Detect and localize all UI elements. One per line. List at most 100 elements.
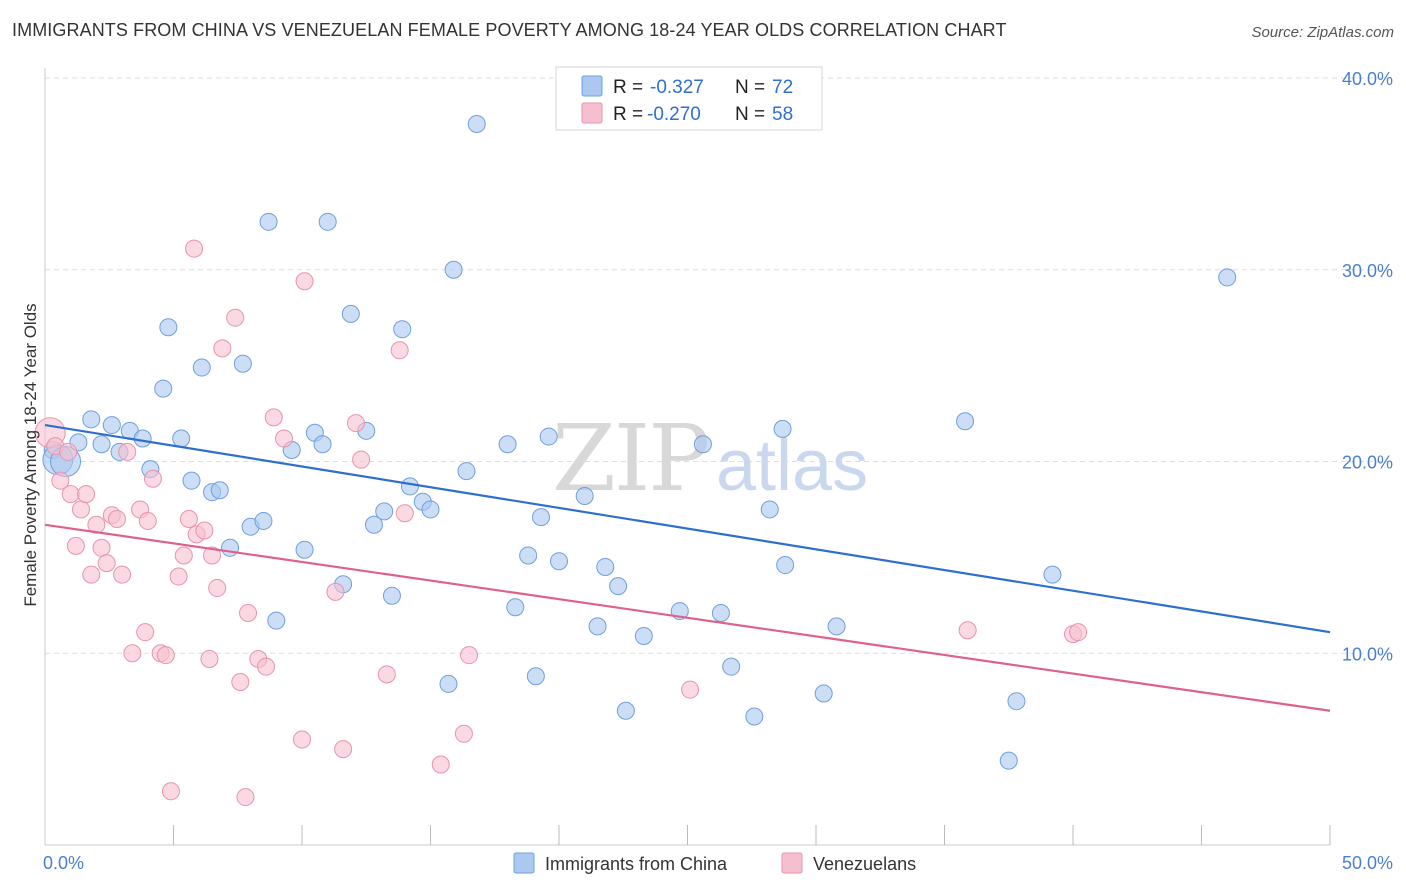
- point-venezuelans: [460, 646, 479, 665]
- trend-lines: [44, 423, 1331, 712]
- source-credit: Source: ZipAtlas.com: [1251, 24, 1394, 41]
- point-china: [313, 435, 332, 454]
- point-china: [102, 416, 121, 435]
- point-venezuelans: [257, 657, 276, 676]
- point-venezuelans: [275, 429, 294, 448]
- point-venezuelans: [113, 565, 132, 584]
- point-china: [421, 500, 440, 519]
- point-venezuelans: [390, 341, 409, 360]
- trend-line-china: [44, 423, 1331, 634]
- point-venezuelans: [61, 485, 80, 504]
- point-venezuelans: [295, 272, 314, 291]
- series-legend: Immigrants from China Venezuelans: [513, 852, 916, 874]
- point-china: [439, 674, 458, 693]
- point-china: [999, 751, 1018, 770]
- legend-swatch-china: [581, 75, 603, 97]
- point-china: [519, 546, 538, 565]
- point-china: [498, 435, 517, 454]
- watermark-atlas: atlas: [716, 426, 868, 506]
- point-venezuelans: [66, 536, 85, 555]
- point-china: [254, 511, 273, 530]
- point-china: [382, 586, 401, 605]
- point-venezuelans: [71, 500, 90, 519]
- point-venezuelans: [195, 521, 214, 540]
- point-venezuelans: [203, 546, 222, 565]
- point-venezuelans: [208, 579, 227, 598]
- point-china: [295, 540, 314, 559]
- point-china: [773, 419, 792, 438]
- legend-swatch-venezuelans: [581, 102, 603, 124]
- point-venezuelans: [213, 339, 232, 358]
- point-venezuelans: [82, 565, 101, 584]
- point-venezuelans: [236, 788, 255, 807]
- point-venezuelans: [77, 485, 96, 504]
- x-tick-label: 50.0%: [1342, 853, 1393, 873]
- point-venezuelans: [231, 673, 250, 692]
- point-china: [776, 556, 795, 575]
- point-venezuelans: [958, 621, 977, 640]
- legend-r-label-china: R =: [613, 77, 643, 98]
- point-china: [506, 598, 525, 617]
- point-venezuelans: [346, 414, 365, 433]
- point-venezuelans: [169, 567, 188, 586]
- point-china: [133, 429, 152, 448]
- point-venezuelans: [59, 442, 78, 461]
- watermark-zip: ZIP: [552, 405, 708, 512]
- point-venezuelans: [123, 644, 142, 663]
- point-venezuelans: [264, 408, 283, 427]
- bottom-legend-label-venezuelans: Venezuelans: [813, 854, 916, 874]
- point-china: [596, 557, 615, 576]
- point-china: [259, 212, 278, 231]
- point-venezuelans: [179, 510, 198, 529]
- point-china: [609, 577, 628, 596]
- point-venezuelans: [454, 724, 473, 743]
- point-china: [92, 435, 111, 454]
- point-venezuelans: [395, 504, 414, 523]
- x-tick-label: 0.0%: [43, 853, 84, 873]
- point-china: [159, 318, 178, 337]
- point-venezuelans: [161, 782, 180, 801]
- legend-r-value-china: -0.327: [650, 77, 704, 98]
- point-venezuelans: [143, 469, 162, 488]
- y-tick-label: 10.0%: [1342, 644, 1393, 664]
- point-china: [575, 487, 594, 506]
- point-china: [1007, 692, 1026, 711]
- legend-r-value-venezuelans: -0.270: [647, 104, 701, 125]
- point-china: [154, 379, 173, 398]
- point-china: [711, 603, 730, 622]
- scatter-points: [34, 115, 1237, 807]
- point-china: [722, 657, 741, 676]
- trend-line-venezuelans: [44, 523, 1331, 712]
- point-china: [82, 410, 101, 429]
- point-venezuelans: [352, 450, 371, 469]
- point-china: [1218, 268, 1237, 287]
- point-venezuelans: [174, 546, 193, 565]
- point-china: [221, 538, 240, 557]
- point-china: [318, 212, 337, 231]
- point-china: [550, 552, 568, 571]
- point-china: [745, 707, 764, 726]
- point-venezuelans: [226, 308, 245, 327]
- tick-labels: 10.0% 20.0% 30.0% 40.0% 0.0% 50.0%: [43, 69, 1393, 873]
- point-china: [467, 115, 486, 134]
- point-china: [1043, 565, 1062, 584]
- point-venezuelans: [136, 623, 155, 642]
- point-china: [267, 611, 286, 630]
- point-venezuelans: [138, 511, 157, 530]
- point-china: [814, 684, 833, 703]
- y-axis-label: Female Poverty Among 18-24 Year Olds: [21, 303, 40, 606]
- point-china: [760, 500, 779, 519]
- point-china: [526, 667, 545, 686]
- point-china: [616, 701, 635, 720]
- point-venezuelans: [200, 650, 219, 669]
- bottom-legend-swatch-china: [513, 852, 535, 874]
- point-china: [457, 462, 476, 481]
- y-tick-label: 30.0%: [1342, 261, 1393, 281]
- point-china: [693, 435, 712, 454]
- point-venezuelans: [239, 603, 258, 622]
- legend-n-label-china: N =: [735, 77, 765, 98]
- bottom-legend-swatch-venezuelans: [781, 852, 803, 874]
- point-china: [532, 508, 551, 527]
- point-china: [192, 358, 211, 377]
